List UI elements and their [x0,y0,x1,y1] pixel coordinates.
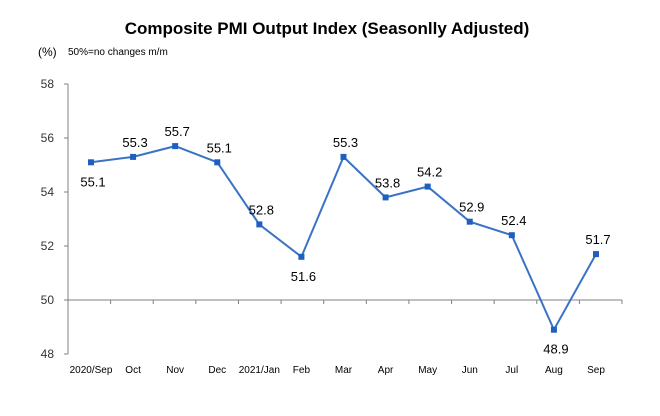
data-label: 52.4 [501,213,526,228]
data-point [130,153,137,160]
data-point [88,159,94,166]
data-point [256,221,263,228]
data-point [466,218,473,225]
data-label: 55.3 [333,135,358,150]
data-point [340,153,347,160]
x-tick-label: Sep [587,365,605,376]
data-point [424,183,431,190]
data-point [298,253,305,260]
data-label: 55.1 [207,140,232,155]
data-label: 54.2 [417,165,442,180]
x-tick-label: Jun [462,365,478,376]
series-line [90,145,597,332]
x-tick-label: Oct [125,365,141,376]
data-label: 51.7 [585,232,610,247]
x-tick-label: Nov [166,365,184,376]
y-axis: 48 50 52 54 56 58 [41,77,69,361]
x-tick-label: Jul [505,365,518,376]
x-tick-label: Feb [293,365,311,376]
series [88,143,599,333]
data-labels: 55.1 55.3 55.7 55.1 52.8 51.6 55.3 53.8 54.2 52.9… [80,124,610,357]
x-tick-label: May [418,365,437,376]
x-axis: 2020/Sep Oct Nov Dec 2021/Jan Feb Mar Apr May Jun… [67,299,623,376]
x-tick-label: 2020/Sep [70,365,113,376]
y-tick-label: 58 [41,77,55,91]
baseline-note: 50%=no changes m/m [68,47,168,58]
data-point [593,251,599,258]
x-tick-label: Aug [545,365,563,376]
data-label: 53.8 [375,175,400,190]
y-tick-label: 48 [41,347,55,361]
x-tick-label: Apr [378,365,394,376]
y-tick-label: 50 [41,293,55,307]
y-tick-label: 52 [41,239,55,253]
data-label: 55.1 [80,174,105,189]
data-label: 55.3 [122,135,147,150]
data-point [550,326,557,333]
data-label: 52.9 [459,200,484,215]
data-point [172,143,179,150]
data-point [382,194,389,201]
data-label: 55.7 [165,124,190,139]
data-label: 51.6 [291,269,316,284]
y-axis-unit: (%) [38,45,57,59]
y-tick-label: 54 [41,185,55,199]
data-point [214,159,221,166]
x-tick-label: Dec [208,365,226,376]
x-tick-label: 2021/Jan [239,365,280,376]
data-label: 52.8 [249,202,274,217]
data-label: 48.9 [543,342,568,357]
x-tick-label: Mar [335,365,353,376]
chart-title: Composite PMI Output Index (Seasonlly Ad… [125,19,530,38]
data-point [508,232,515,239]
y-tick-label: 56 [41,131,55,145]
